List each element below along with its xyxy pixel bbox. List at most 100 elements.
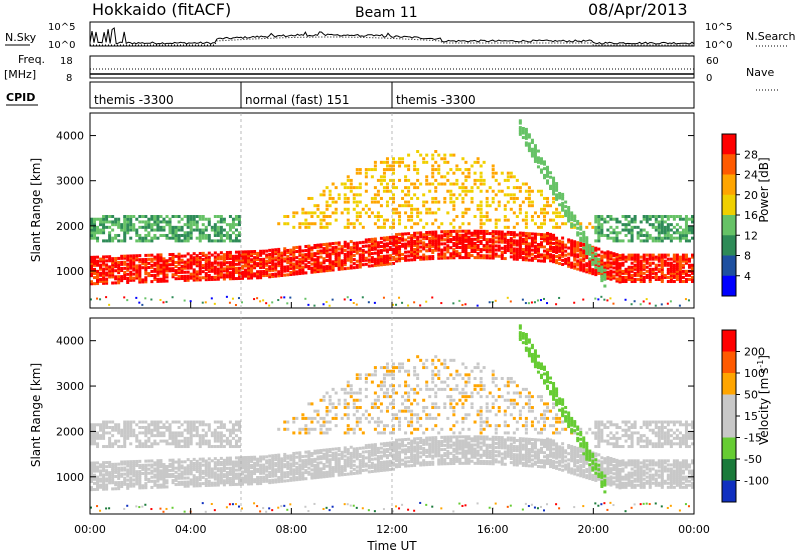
velocity-cell — [126, 468, 130, 472]
velocity-cell — [207, 467, 211, 471]
velocity-cell — [352, 391, 356, 395]
power-cell — [419, 241, 423, 245]
velocity-cell — [168, 428, 172, 432]
power-cell — [437, 246, 441, 250]
velocity-cell — [123, 472, 127, 476]
velocity-cell — [123, 431, 127, 435]
velocity-cell — [189, 423, 193, 427]
power-cell — [186, 233, 190, 237]
power-cell — [349, 298, 352, 301]
velocity-cell — [204, 459, 208, 463]
power-cell — [192, 270, 196, 274]
power-cell — [126, 231, 130, 235]
power-cell — [373, 160, 377, 164]
velocity-cell — [355, 420, 359, 424]
power-cell — [494, 299, 497, 302]
power-cell — [231, 231, 235, 235]
power-cell — [307, 246, 311, 250]
power-cell — [210, 297, 213, 300]
power-cell — [295, 250, 299, 254]
power-cell — [464, 235, 468, 239]
power-cell — [464, 186, 468, 190]
power-cell — [648, 261, 652, 265]
power-cell — [600, 274, 604, 278]
power-cell — [446, 211, 450, 215]
power-cell — [395, 239, 399, 243]
velocity-cell — [316, 451, 320, 455]
velocity-cell — [105, 425, 109, 429]
power-cell — [461, 182, 465, 186]
power-cell — [364, 258, 368, 262]
power-cell — [473, 250, 477, 254]
power-cell — [117, 260, 121, 264]
velocity-cell — [222, 467, 226, 471]
power-cell — [292, 264, 296, 268]
power-cell — [144, 257, 148, 261]
power-cell — [681, 236, 685, 240]
velocity-cell — [346, 413, 350, 417]
velocity-cell — [102, 481, 106, 485]
power-cell — [373, 196, 377, 200]
power-cell — [660, 255, 664, 259]
power-cell — [111, 223, 115, 227]
power-cell — [555, 236, 559, 240]
power-cell — [265, 271, 269, 275]
power-cell — [443, 254, 447, 258]
power-cell — [413, 241, 417, 245]
power-cell — [404, 238, 408, 242]
power-cell — [555, 186, 559, 190]
velocity-cell — [99, 473, 103, 477]
velocity-cell — [268, 481, 272, 485]
power-cell — [367, 168, 371, 172]
power-cell — [552, 256, 556, 260]
power-cell — [521, 298, 524, 301]
power-cell — [524, 246, 528, 250]
power-cell — [431, 196, 435, 200]
power-cell — [461, 237, 465, 241]
power-cell — [328, 264, 332, 268]
power-cell — [678, 217, 682, 221]
power-cell — [410, 182, 414, 186]
velocity-cell — [253, 465, 257, 469]
power-cell — [274, 262, 278, 266]
power-cell — [150, 263, 154, 267]
power-cell — [588, 259, 592, 263]
velocity-cell — [355, 398, 359, 402]
power-cell — [555, 238, 559, 242]
velocity-cell — [328, 474, 332, 478]
power-cell — [259, 264, 263, 268]
power-cell — [446, 246, 450, 250]
velocity-cell — [268, 458, 272, 462]
power-cell — [189, 274, 193, 278]
velocity-cell — [90, 428, 93, 432]
power-cell — [428, 243, 432, 247]
power-cell — [539, 259, 543, 263]
power-cell — [503, 232, 507, 236]
power-cell — [358, 263, 362, 267]
power-cell — [558, 245, 562, 249]
power-cell — [123, 256, 127, 260]
power-cell — [313, 246, 317, 250]
power-cell — [108, 255, 112, 259]
power-cell — [681, 231, 685, 235]
power-cell — [210, 225, 214, 229]
power-cell — [138, 272, 142, 276]
power-cell — [171, 254, 175, 258]
power-cell — [237, 239, 241, 243]
power-cell — [325, 207, 329, 211]
power-cell — [102, 255, 106, 259]
power-cell — [672, 215, 676, 219]
power-cell — [177, 266, 181, 270]
velocity-cell — [319, 471, 323, 475]
power-cell — [618, 239, 622, 243]
power-cell — [201, 270, 205, 274]
power-cell — [93, 259, 97, 263]
power-cell — [428, 255, 432, 259]
power-cell — [349, 264, 353, 268]
power-cell — [99, 231, 103, 235]
velocity-cell — [234, 420, 238, 424]
power-cell — [491, 240, 495, 244]
power-cell — [530, 150, 534, 154]
velocity-cell — [328, 395, 332, 399]
